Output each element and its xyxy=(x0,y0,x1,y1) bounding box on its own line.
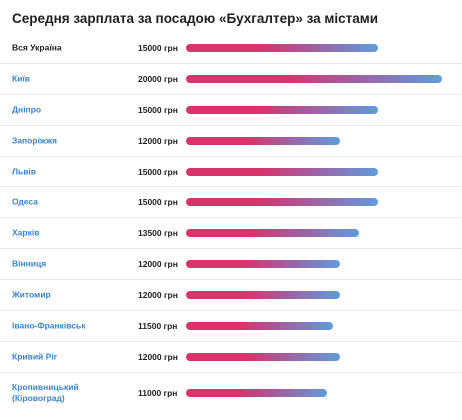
city-name-line: Одеса xyxy=(12,196,38,207)
city-link[interactable]: Кривий Ріг xyxy=(12,351,127,362)
city-name-line: Київ xyxy=(12,73,31,84)
city-name-line: Кривий Ріг xyxy=(12,351,58,362)
salary-bar xyxy=(186,352,340,361)
salary-value: 11500 грн xyxy=(138,320,178,331)
salary-value: 15000 грн xyxy=(138,104,178,115)
table-row: Одеса 15000 грн xyxy=(0,187,462,219)
table-row: Львів 15000 грн xyxy=(0,157,462,188)
salary-value: 12000 грн xyxy=(138,290,178,301)
salary-bar xyxy=(186,43,378,52)
salary-value: 20000 грн xyxy=(138,73,178,84)
salary-bar xyxy=(186,198,378,207)
table-row: Київ 20000 грн xyxy=(0,64,462,95)
table-row: Харків 13500 грн xyxy=(0,218,462,250)
table-row: Вся Україна 15000 грн xyxy=(0,33,462,64)
city-link[interactable]: Запоріжжя xyxy=(12,135,127,146)
city-name-line: Вінниця xyxy=(12,258,47,269)
table-row: Дніпро 15000 грн xyxy=(0,95,462,126)
salary-value: 12000 грн xyxy=(138,351,178,362)
salary-bar xyxy=(186,388,327,397)
salary-value: 12000 грн xyxy=(138,135,178,146)
table-row: Івано-Франківськ 11500 грн xyxy=(0,311,462,342)
city-link[interactable]: Дніпро xyxy=(12,104,127,115)
table-row: Вінниця 12000 грн xyxy=(0,249,462,281)
city-name-line: Івано-Франківськ xyxy=(12,320,86,331)
city-label: Вся Україна xyxy=(12,42,127,53)
city-link[interactable]: Київ xyxy=(12,73,127,84)
salary-value: 12000 грн xyxy=(138,259,178,270)
salary-bar xyxy=(186,136,340,145)
city-name-line: Кропивницький xyxy=(12,381,79,392)
city-link[interactable]: Харків xyxy=(12,228,127,239)
salary-value: 15000 грн xyxy=(138,166,178,177)
table-row: Кривий Ріг 12000 грн xyxy=(0,342,462,373)
city-name-line: Житомир xyxy=(12,289,51,300)
city-name-line: Харків xyxy=(12,227,40,238)
table-row: Житомир 12000 грн xyxy=(0,280,462,312)
salary-value: 15000 грн xyxy=(138,42,178,53)
salary-value: 11000 грн xyxy=(138,387,178,398)
salary-bar xyxy=(186,167,378,176)
city-name-line: Дніпро xyxy=(12,104,42,115)
chart-title: Середня зарплата за посадою «Бухгалтер» … xyxy=(12,11,379,26)
city-link[interactable]: Івано-Франківськ xyxy=(12,320,127,331)
salary-value: 15000 грн xyxy=(138,197,178,208)
salary-value: 13500 грн xyxy=(138,228,178,239)
city-name-line: Львів xyxy=(12,166,37,176)
salary-bar xyxy=(186,74,442,83)
salary-bar xyxy=(186,105,378,114)
city-link[interactable]: Кропивницький (Кіровоград) xyxy=(12,382,127,404)
table-row: Запоріжжя 12000 грн xyxy=(0,126,462,157)
salary-bar xyxy=(186,229,359,238)
city-name-line: (Кіровоград) xyxy=(12,392,65,403)
city-link[interactable]: Одеса xyxy=(12,197,127,208)
city-link[interactable]: Вінниця xyxy=(12,259,127,270)
city-name-line: Вся Україна xyxy=(12,42,62,53)
table-row: Кропивницький (Кіровоград) 11000 грн xyxy=(0,373,462,413)
salary-bar xyxy=(186,291,340,300)
city-link[interactable]: Житомир xyxy=(12,290,127,301)
salary-bar xyxy=(186,321,334,330)
city-link[interactable]: Львів xyxy=(12,166,127,177)
city-name-line: Запоріжжя xyxy=(12,135,57,146)
city-rows: Вся Україна 15000 грн Київ 20000 грн Дніпро 1… xyxy=(0,33,462,413)
salary-bar xyxy=(186,260,340,269)
